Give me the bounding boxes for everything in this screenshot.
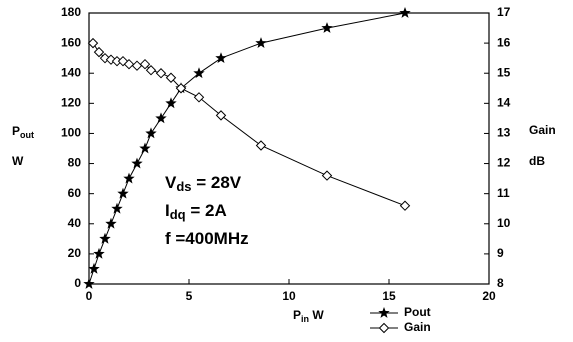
plot-frame	[88, 12, 490, 285]
diamond-marker	[105, 54, 117, 65]
star-marker	[321, 22, 333, 33]
diamond-marker	[145, 65, 157, 76]
star-marker	[93, 247, 105, 259]
star-marker	[399, 7, 411, 18]
annotation-sub: dq	[170, 207, 186, 222]
x-axis-label-sub: in	[301, 314, 309, 324]
annotation-rest: = 28V	[192, 173, 242, 192]
y2-tick-label: 16	[497, 35, 511, 49]
y-tick-label: 60	[68, 186, 82, 200]
star-marker	[88, 262, 100, 274]
diamond-marker	[131, 60, 143, 71]
y-axis-label-main: P	[12, 124, 20, 138]
diamond-marker	[87, 37, 99, 49]
y2-tick-label: 11	[497, 186, 510, 200]
y-axis-label-sub: out	[20, 130, 34, 140]
diamond-marker	[193, 92, 205, 103]
star-marker	[99, 232, 111, 244]
star-marker	[117, 187, 129, 199]
y2-tick-label: 15	[497, 65, 511, 79]
annotation: Idq = 2A	[165, 201, 227, 222]
y2-tick-label: 8	[497, 276, 504, 290]
x-axis-label: Pin W	[293, 308, 324, 324]
y-axis-unit: W	[12, 154, 24, 168]
star-marker	[165, 97, 177, 109]
diamond-marker	[117, 55, 129, 67]
diamond-marker	[215, 110, 227, 121]
x-axis-label-main: P	[293, 308, 301, 322]
y-tick-label: 20	[68, 246, 82, 260]
star-marker	[83, 278, 95, 289]
annotation: Vds = 28V	[165, 173, 242, 194]
annotation-sub: ds	[176, 179, 191, 194]
y-tick-label: 100	[61, 126, 81, 140]
y2-tick-label: 13	[497, 126, 511, 140]
diamond-marker	[155, 68, 167, 79]
diamond-marker	[321, 170, 333, 181]
diamond-marker	[378, 322, 390, 334]
y-axis-label: Pout	[12, 124, 34, 140]
legend-label: Gain	[404, 320, 431, 334]
y2-tick-label: 17	[497, 5, 511, 19]
x-tick-label: 20	[482, 289, 496, 303]
y2-axis-unit: dB	[529, 154, 545, 168]
y-tick-label: 180	[61, 5, 81, 19]
y-tick-label: 0	[74, 276, 81, 290]
y2-axis-label: Gain	[529, 123, 556, 137]
diamond-marker	[255, 140, 267, 151]
x-tick-label: 10	[282, 289, 296, 303]
star-marker	[145, 127, 157, 139]
y2-tick-label: 14	[497, 96, 511, 110]
y-tick-label: 80	[68, 156, 82, 170]
star-marker	[193, 67, 205, 79]
y2-tick-label: 10	[497, 216, 511, 230]
y2-tick-label: 9	[497, 246, 504, 260]
star-marker	[378, 307, 390, 318]
y-tick-label: 160	[61, 35, 81, 49]
diamond-marker	[139, 58, 151, 70]
diamond-marker	[93, 46, 105, 58]
diamond-marker	[165, 72, 177, 83]
legend-label: Pout	[404, 305, 431, 319]
star-marker	[123, 172, 135, 184]
annotation-main: I	[165, 201, 170, 220]
y-tick-label: 120	[61, 96, 81, 110]
star-marker	[215, 52, 227, 63]
annotation-rest: = 2A	[186, 201, 227, 220]
x-tick-label: 5	[186, 289, 193, 303]
star-marker	[255, 37, 267, 48]
annotation-main: f =400MHz	[165, 229, 249, 248]
diamond-marker	[123, 58, 135, 70]
star-marker	[155, 112, 167, 124]
x-axis-label-rest: W	[309, 308, 324, 322]
x-tick-label: 0	[86, 289, 93, 303]
y-tick-label: 140	[61, 65, 81, 79]
star-marker	[105, 217, 117, 229]
y2-tick-label: 12	[497, 156, 511, 170]
annotation-main: V	[165, 173, 177, 192]
x-tick-label: 15	[382, 289, 396, 303]
y-tick-label: 40	[68, 216, 82, 230]
star-marker	[111, 202, 123, 214]
annotation: f =400MHz	[165, 229, 249, 248]
diamond-marker	[175, 83, 187, 94]
star-marker	[131, 157, 143, 169]
star-marker	[139, 142, 151, 154]
diamond-marker	[399, 200, 411, 211]
